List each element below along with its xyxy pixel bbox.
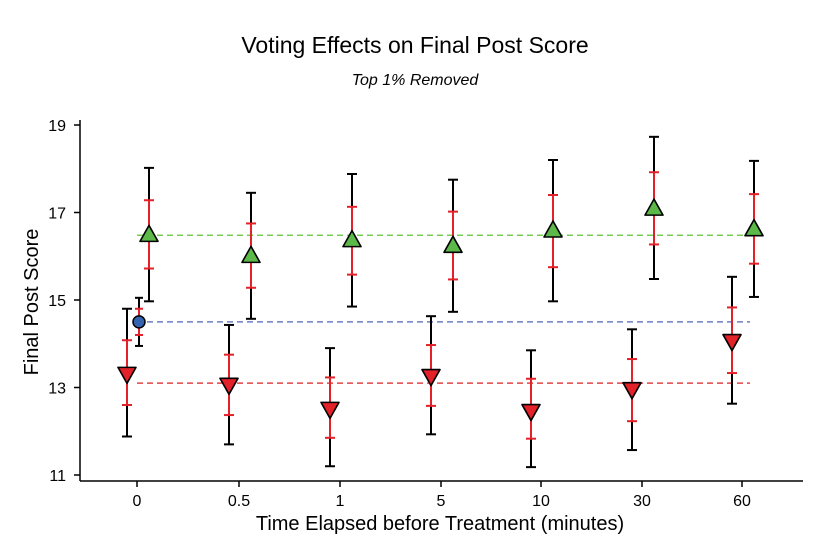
error-bars xyxy=(122,135,759,469)
x-tick-label: 5 xyxy=(437,493,446,510)
upvote-marker xyxy=(644,198,664,216)
reference-lines xyxy=(137,234,750,384)
x-tick-label: 30 xyxy=(633,493,651,510)
y-tick-label: 19 xyxy=(48,118,66,135)
upvote-marker xyxy=(139,224,159,243)
x-tick-label: 60 xyxy=(733,493,751,510)
x-tick-label: 0 xyxy=(133,493,142,510)
chart-title: Voting Effects on Final Post Score xyxy=(241,32,589,58)
upvote-marker xyxy=(443,235,463,254)
y-tick-label: 15 xyxy=(48,293,66,310)
downvote-marker xyxy=(421,368,441,387)
downvote-marker xyxy=(521,403,541,422)
y-tick-label: 13 xyxy=(48,381,66,398)
downvote-marker xyxy=(219,377,239,396)
x-ticks: 0 0.5 1 5 10 30 60 xyxy=(133,481,751,510)
x-tick-label: 10 xyxy=(532,493,550,510)
y-tick-label: 17 xyxy=(48,206,66,223)
markers xyxy=(117,198,764,422)
downvote-marker xyxy=(622,381,642,400)
y-tick-label: 11 xyxy=(49,468,66,485)
x-tick-label: 1 xyxy=(336,493,345,510)
upvote-marker xyxy=(543,220,563,238)
control-marker xyxy=(132,315,146,329)
axes xyxy=(79,120,803,482)
downvote-marker xyxy=(117,366,137,385)
downvote-marker xyxy=(320,401,340,420)
y-axis-title: Final Post Score xyxy=(21,229,43,376)
upvote-marker xyxy=(744,218,764,237)
downvote-marker xyxy=(722,333,742,352)
upvote-marker xyxy=(241,245,261,264)
chart-subtitle: Top 1% Removed xyxy=(351,72,479,89)
x-tick-label: 0.5 xyxy=(228,493,250,510)
x-axis-title: Time Elapsed before Treatment (minutes) xyxy=(256,513,624,535)
upvote-marker xyxy=(342,229,362,248)
y-ticks: 11 13 15 17 19 xyxy=(48,118,80,485)
